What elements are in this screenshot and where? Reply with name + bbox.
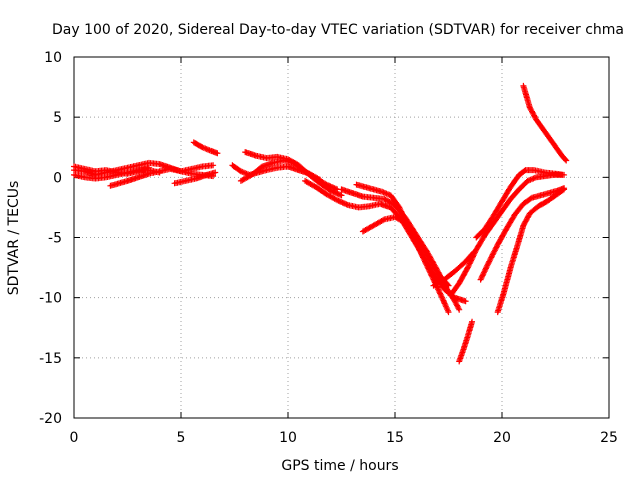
data-point-markers [190,139,221,157]
series-arc-12 [353,181,452,316]
data-point-markers [520,82,570,164]
data-point-markers [477,185,568,283]
y-tick-label: 0 [53,170,62,186]
x-tick-label: 5 [177,430,186,446]
chart-title: Day 100 of 2020, Sidereal Day-to-day VTE… [52,22,624,38]
data-point-markers [171,169,219,187]
y-tick-label: -15 [39,351,62,367]
x-tick-label: 10 [279,430,297,446]
data-point-markers [494,186,568,316]
y-axis-label: SDTVAR / TECUs [6,181,22,296]
y-tick-label: 10 [44,50,62,66]
data-point-markers [242,149,345,199]
y-tick-label: -20 [39,411,62,427]
grid [74,57,609,418]
x-tick-label: 15 [386,430,404,446]
series-arc-16 [473,167,568,241]
data-point-markers [447,171,565,299]
y-ticks: -20 -15 -10 -5 0 5 10 [39,50,609,427]
series-arc-5 [171,169,219,187]
series-arc-17 [477,185,568,283]
data-points [71,82,570,365]
series-arc-20 [520,82,570,164]
y-tick-label: -10 [39,291,62,307]
x-axis-label: GPS time / hours [281,458,398,474]
y-tick-label: 5 [53,110,62,126]
x-ticks: 0 5 10 15 20 25 [70,57,618,446]
x-tick-label: 20 [493,430,511,446]
series-arc-18 [494,186,568,316]
y-tick-label: -5 [48,231,62,247]
x-tick-label: 25 [600,430,618,446]
data-point-markers [473,167,568,241]
series-arc-6 [190,139,221,157]
series-arc-15 [447,171,565,299]
series-arc-19 [456,318,476,365]
data-point-markers [359,214,452,289]
data-point-markers [353,181,452,316]
series-arc-9 [242,149,345,199]
series-arc-13 [359,214,452,289]
x-tick-label: 0 [70,430,79,446]
data-point-markers [71,163,152,177]
series-arc-3 [71,163,152,177]
data-point-markers [456,318,476,365]
